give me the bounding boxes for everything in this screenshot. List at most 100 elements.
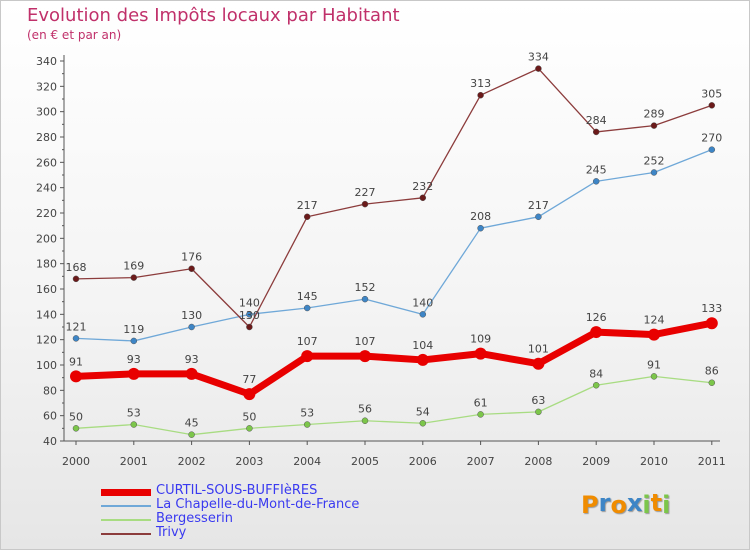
legend-swatch: [101, 505, 151, 507]
data-label-trivy: 284: [586, 114, 607, 127]
y-tick-label: 300: [36, 106, 57, 119]
data-label-trivy: 305: [701, 87, 722, 100]
logo-letter: r: [598, 489, 611, 517]
data-point-bergesserin: [592, 382, 600, 389]
data-label-la-chapelle-du-mont-de-france: 152: [355, 281, 376, 294]
data-label-bergesserin: 53: [300, 407, 314, 420]
x-tick-label: 2001: [120, 455, 148, 468]
y-tick-label: 100: [36, 359, 57, 372]
data-point-trivy: [361, 200, 369, 208]
data-label-curtil-sous-buffi-res: 93: [127, 353, 141, 366]
x-tick-label: 2011: [698, 455, 726, 468]
data-point-curtil-sous-buffi-res: [127, 367, 140, 380]
series-line-trivy: [75, 67, 713, 328]
data-point-bergesserin: [188, 431, 195, 438]
data-label-trivy: 169: [123, 260, 144, 273]
data-point-curtil-sous-buffi-res: [359, 350, 371, 363]
data-label-bergesserin: 63: [531, 394, 545, 407]
series-line-bergesserin: [75, 375, 713, 436]
data-point-trivy: [535, 65, 542, 72]
data-point-trivy: [708, 102, 716, 109]
data-label-curtil-sous-buffi-res: 124: [644, 314, 665, 327]
x-tick-label: 2000: [62, 455, 90, 468]
data-label-la-chapelle-du-mont-de-france: 270: [701, 132, 722, 145]
y-tick-label: 140: [36, 308, 57, 321]
data-point-curtil-sous-buffi-res: [590, 326, 603, 339]
data-label-curtil-sous-buffi-res: 133: [701, 302, 722, 315]
data-label-curtil-sous-buffi-res: 93: [185, 353, 199, 366]
data-label-bergesserin: 91: [647, 358, 661, 371]
data-label-curtil-sous-buffi-res: 107: [297, 335, 318, 348]
data-label-curtil-sous-buffi-res: 101: [528, 343, 549, 356]
y-tick-label: 60: [43, 410, 57, 423]
legend-swatch: [101, 488, 151, 496]
data-point-curtil-sous-buffi-res: [648, 328, 660, 341]
data-point-la-chapelle-du-mont-de-france: [246, 311, 253, 318]
legend-swatch: [101, 533, 151, 535]
data-point-bergesserin: [419, 420, 427, 427]
logo-letter: i: [642, 491, 651, 519]
data-label-bergesserin: 53: [127, 407, 141, 420]
data-label-bergesserin: 50: [242, 410, 256, 423]
legend-swatch: [101, 519, 151, 521]
data-point-curtil-sous-buffi-res: [70, 370, 82, 383]
data-label-trivy: 168: [66, 261, 87, 274]
data-label-la-chapelle-du-mont-de-france: 217: [528, 199, 549, 212]
y-tick-label: 160: [36, 283, 57, 296]
x-tick-label: 2005: [351, 455, 379, 468]
logo-letter: P: [581, 491, 599, 519]
data-label-la-chapelle-du-mont-de-france: 119: [123, 323, 144, 336]
logo-letter: i: [662, 491, 671, 519]
data-point-trivy: [246, 323, 253, 331]
data-point-la-chapelle-du-mont-de-france: [72, 335, 80, 342]
data-label-bergesserin: 86: [705, 365, 719, 378]
data-point-bergesserin: [303, 421, 311, 428]
logo-letter: t: [650, 489, 663, 517]
series-line-curtil-sous-buffi-res: [72, 319, 716, 398]
data-point-bergesserin: [535, 408, 542, 416]
data-label-bergesserin: 84: [589, 367, 603, 380]
y-tick-label: 180: [36, 258, 57, 271]
data-point-la-chapelle-du-mont-de-france: [188, 323, 195, 331]
data-label-la-chapelle-du-mont-de-france: 121: [66, 320, 87, 333]
legend-label: La Chapelle-du-Mont-de-France: [156, 497, 360, 512]
x-tick-label: 2002: [178, 455, 206, 468]
y-tick-label: 220: [36, 207, 57, 220]
data-point-bergesserin: [708, 379, 716, 386]
data-point-la-chapelle-du-mont-de-france: [650, 169, 658, 176]
chart-title: Evolution des Impôts locaux par Habitant: [27, 5, 400, 26]
data-point-bergesserin: [130, 421, 138, 428]
data-label-bergesserin: 54: [416, 405, 430, 418]
data-label-trivy: 227: [355, 186, 376, 199]
data-point-bergesserin: [650, 373, 658, 380]
data-label-curtil-sous-buffi-res: 109: [470, 333, 491, 346]
proxiti-logo: Proxiti: [581, 489, 671, 519]
data-point-curtil-sous-buffi-res: [532, 357, 545, 370]
data-point-la-chapelle-du-mont-de-france: [303, 304, 311, 312]
y-tick-label: 340: [36, 55, 57, 68]
data-point-curtil-sous-buffi-res: [301, 350, 314, 363]
legend-label: CURTIL-SOUS-BUFFIèRES: [156, 483, 318, 498]
data-point-la-chapelle-du-mont-de-france: [592, 178, 600, 185]
data-label-la-chapelle-du-mont-de-france: 145: [297, 290, 318, 303]
data-point-la-chapelle-du-mont-de-france: [130, 337, 138, 345]
chart-subtitle: (en € et par an): [27, 28, 122, 42]
x-tick-label: 2009: [582, 455, 610, 468]
data-point-bergesserin: [246, 425, 253, 432]
data-label-trivy: 217: [297, 199, 318, 212]
data-point-la-chapelle-du-mont-de-france: [361, 295, 369, 303]
data-point-trivy: [477, 91, 484, 99]
data-point-trivy: [188, 265, 195, 272]
data-point-trivy: [650, 122, 658, 129]
data-label-la-chapelle-du-mont-de-france: 245: [586, 163, 607, 176]
data-label-curtil-sous-buffi-res: 91: [69, 355, 83, 368]
data-point-trivy: [303, 213, 311, 221]
data-point-curtil-sous-buffi-res: [705, 317, 718, 330]
data-label-bergesserin: 61: [474, 396, 488, 409]
y-tick-label: 40: [43, 435, 57, 448]
data-label-curtil-sous-buffi-res: 77: [242, 373, 256, 386]
y-tick-label: 200: [36, 232, 57, 245]
x-tick-label: 2003: [235, 455, 263, 468]
data-point-la-chapelle-du-mont-de-france: [708, 146, 716, 153]
